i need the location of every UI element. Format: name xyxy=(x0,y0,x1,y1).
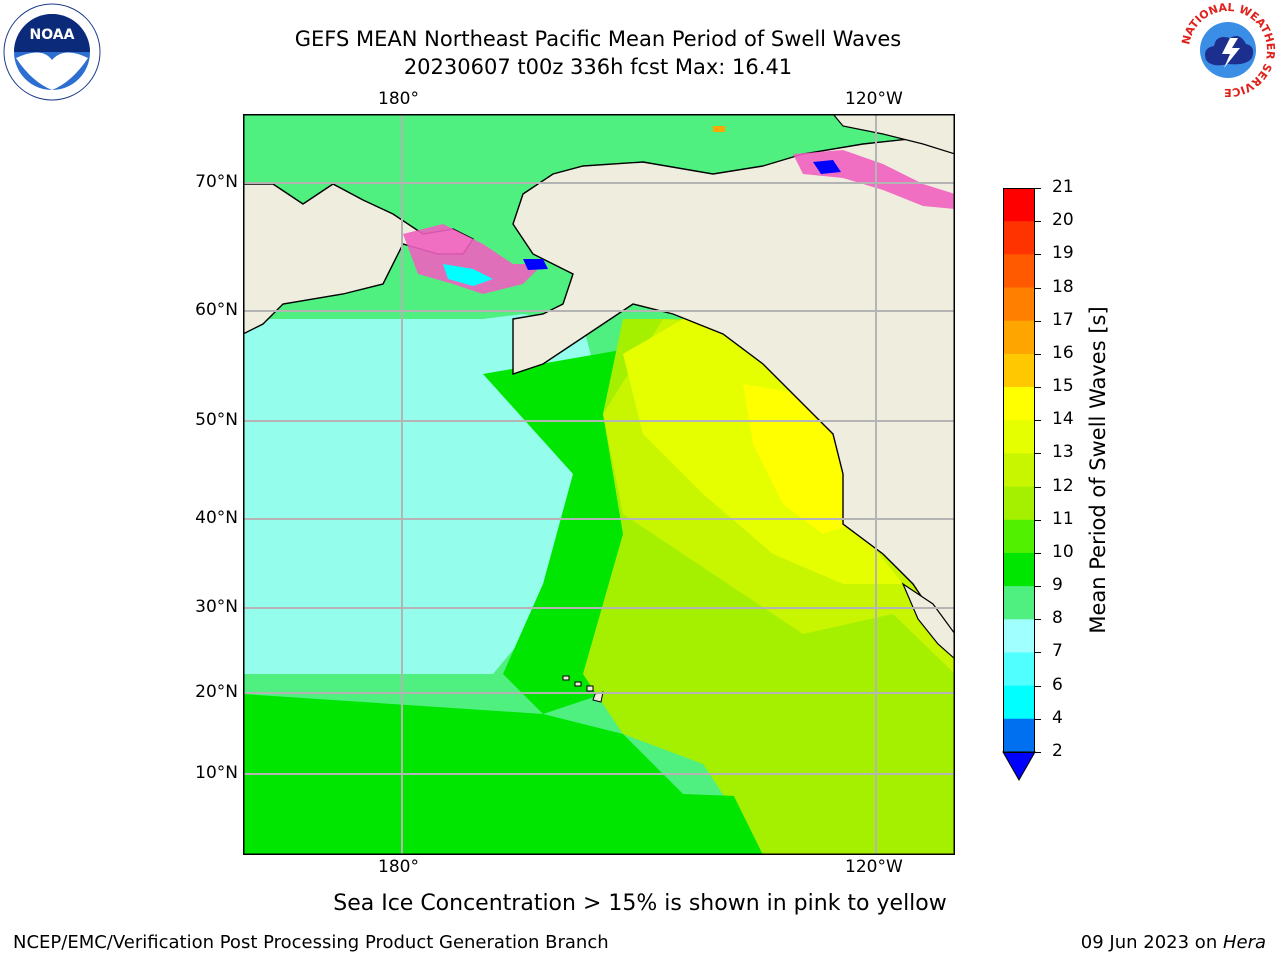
colorbar-tick-16: 16 xyxy=(1052,342,1074,363)
colorbar-title: Mean Period of Swell Waves [s] xyxy=(1086,306,1110,634)
colorbar xyxy=(1002,188,1036,782)
colorbar-tick-mark xyxy=(1035,519,1041,521)
land-baja xyxy=(901,582,955,660)
sea-ice-bering xyxy=(403,224,543,294)
chart-subtitle: 20230607 t00z 336h fcst Max: 16.41 xyxy=(403,55,793,79)
noaa-logo-text: NOAA xyxy=(30,27,75,43)
colorbar-tick-mark xyxy=(1035,353,1041,355)
colorbar-tick-mark xyxy=(1035,586,1041,588)
colorbar-tick-21: 21 xyxy=(1052,177,1074,197)
colorbar-tick-12: 12 xyxy=(1052,475,1074,496)
colorbar-step-18 xyxy=(1003,287,1035,322)
colorbar-tick-mark xyxy=(1035,320,1041,322)
lat-label-10n: 10°N xyxy=(195,763,238,783)
colorbar-step-16 xyxy=(1003,353,1035,388)
colorbar-step-6 xyxy=(1003,685,1035,720)
colorbar-tick-18: 18 xyxy=(1052,276,1074,297)
colorbar-step-2 xyxy=(1003,718,1035,752)
colorbar-tick-mark xyxy=(1035,718,1041,720)
lon-label-top-120w: 120°W xyxy=(845,89,903,109)
colorbar-under-arrow xyxy=(1002,751,1036,782)
lon-label-bottom-120w: 120°W xyxy=(845,857,903,877)
lat-label-70n: 70°N xyxy=(195,172,238,192)
colorbar-tick-mark xyxy=(1035,453,1041,455)
lon-label-top-180: 180° xyxy=(378,89,419,109)
sea-ice-fleck xyxy=(713,126,725,132)
sea-ice-note: Sea Ice Concentration > 15% is shown in … xyxy=(333,891,947,916)
colorbar-tick-mark xyxy=(1035,652,1041,654)
colorbar-tick-10: 10 xyxy=(1052,541,1074,562)
colorbar-tick-4: 4 xyxy=(1052,707,1063,728)
colorbar-step-8 xyxy=(1003,619,1035,653)
colorbar-tick-7: 7 xyxy=(1052,641,1063,662)
lat-label-30n: 30°N xyxy=(195,597,238,617)
colorbar-tick-9: 9 xyxy=(1052,575,1063,596)
chart-title: GEFS MEAN Northeast Pacific Mean Period … xyxy=(294,27,902,51)
footer-date-text: 09 Jun 2023 on xyxy=(1080,932,1223,953)
sea-ice-beaufort-blue xyxy=(813,160,841,174)
colorbar-tick-mark xyxy=(1035,552,1041,554)
colorbar-tick-mark xyxy=(1035,387,1041,389)
lat-label-60n: 60°N xyxy=(195,300,238,320)
colorbar-step-20 xyxy=(1003,221,1035,255)
colorbar-tick-11: 11 xyxy=(1052,508,1074,529)
colorbar-step-10 xyxy=(1003,552,1035,587)
colorbar-tick-2: 2 xyxy=(1052,741,1063,761)
lat-label-50n: 50°N xyxy=(195,410,238,430)
colorbar-tick-19: 19 xyxy=(1052,243,1074,264)
colorbar-tick-mark xyxy=(1035,685,1041,687)
colorbar-frame xyxy=(1003,188,1035,753)
colorbar-step-12 xyxy=(1003,486,1035,521)
graticule xyxy=(243,114,955,855)
colorbar-tick-mark xyxy=(1035,420,1041,422)
colorbar-step-15 xyxy=(1003,387,1035,421)
colorbar-step-21 xyxy=(1003,188,1035,222)
nws-logo: NATIONAL WEATHER SERVICE xyxy=(1180,2,1276,98)
map-panel xyxy=(243,114,955,855)
colorbar-tick-13: 13 xyxy=(1052,442,1074,463)
footer-date: 09 Jun 2023 on Hera xyxy=(1081,932,1266,953)
lon-label-bottom-180: 180° xyxy=(378,857,419,877)
colorbar-tick-mark xyxy=(1035,287,1041,289)
land-hawaii xyxy=(562,675,604,703)
colorbar-tick-15: 15 xyxy=(1052,376,1074,397)
colorbar-step-11 xyxy=(1003,519,1035,554)
colorbar-tick-14: 14 xyxy=(1052,409,1074,430)
colorbar-tick-mark xyxy=(1035,188,1041,189)
colorbar-tick-6: 6 xyxy=(1052,674,1063,695)
colorbar-step-9 xyxy=(1003,586,1035,620)
sea-ice-bering-blue xyxy=(523,259,548,270)
lat-label-40n: 40°N xyxy=(195,508,238,528)
colorbar-steps xyxy=(1003,188,1035,753)
colorbar-step-19 xyxy=(1003,254,1035,289)
colorbar-tick-mark xyxy=(1035,752,1041,753)
colorbar-tick-mark xyxy=(1035,486,1041,488)
colorbar-step-14 xyxy=(1003,420,1035,454)
colorbar-tick-mark xyxy=(1035,619,1041,621)
map-frame xyxy=(243,114,955,855)
land-arctic-islands xyxy=(832,114,955,155)
colorbar-tick-mark xyxy=(1035,221,1041,223)
colorbar-tick-mark xyxy=(1035,254,1041,256)
colorbar-step-7 xyxy=(1003,652,1035,687)
footer-branch: NCEP/EMC/Verification Post Processing Pr… xyxy=(13,932,609,953)
sea-ice-bering-cyan xyxy=(443,264,493,286)
colorbar-tick-8: 8 xyxy=(1052,608,1063,629)
swell-zone-12s-south xyxy=(723,754,955,855)
noaa-logo: NOAA xyxy=(3,3,101,101)
colorbar-tick-17: 17 xyxy=(1052,309,1074,330)
footer-host: Hera xyxy=(1222,932,1266,953)
colorbar-step-17 xyxy=(1003,320,1035,355)
colorbar-step-13 xyxy=(1003,453,1035,488)
colorbar-tick-20: 20 xyxy=(1052,210,1074,231)
lat-label-20n: 20°N xyxy=(195,682,238,702)
